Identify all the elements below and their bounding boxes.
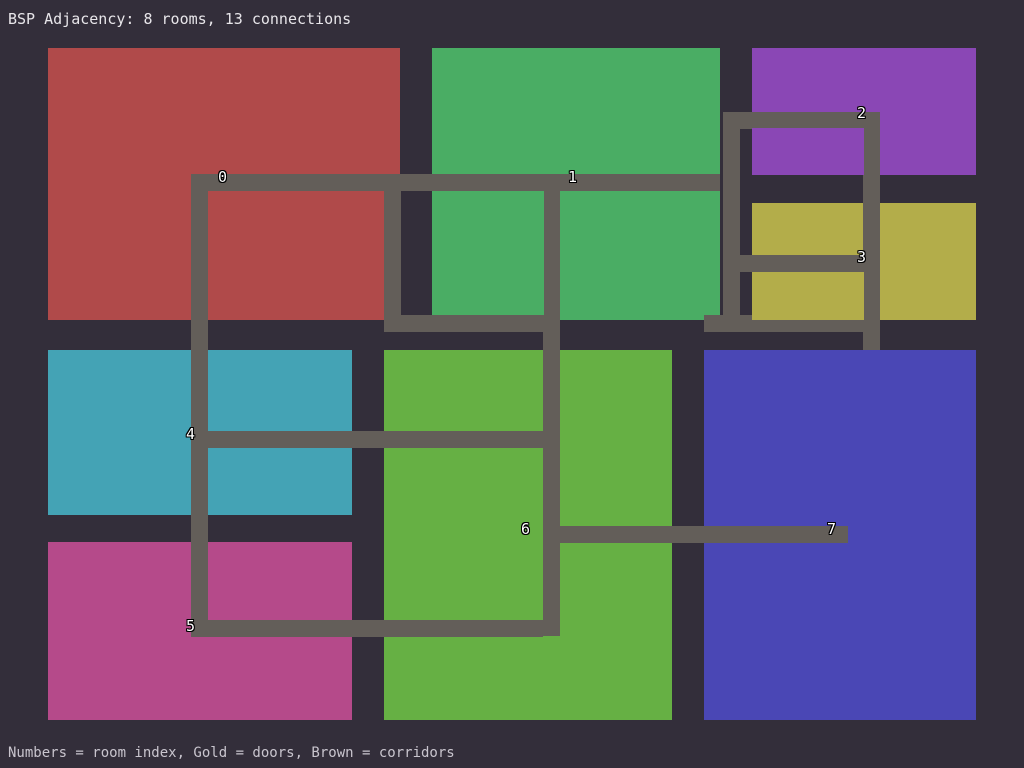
room-6-inner-bottom [384,637,672,720]
room-5-inner [208,542,352,620]
room-6-inner-tr [560,350,672,526]
room-index-label-1: 1 [568,168,578,186]
room-6-inner-tl [384,350,528,431]
corridor-0-1-horizontal [191,174,576,191]
room-0-inner [208,191,384,319]
room-index-label-0: 0 [218,168,228,186]
room-index-label-4: 4 [186,425,196,443]
corridor-2-horizontal-top [723,112,880,129]
room-1-inner-right [560,191,704,315]
room-index-label-6: 6 [521,520,531,538]
room-index-label-2: 2 [857,104,867,122]
corridor-4-6-horizontal [191,431,543,448]
room-4-inner-bottom [208,448,352,515]
corridor-1-horizontal-lower [384,315,560,332]
corridor-3-horizontal [723,255,880,272]
page-title: BSP Adjacency: 8 rooms, 13 connections [8,10,352,28]
room-7-inner-bottom [704,543,976,720]
corridor-1-vertical-mid [384,174,401,332]
room-1-inner-left [432,191,544,315]
room-3-inner [752,272,864,320]
room-6-inner-ml [384,448,528,620]
room-4-inner-top [208,350,352,431]
corridor-2-vertical-left [723,112,740,332]
room-index-label-3: 3 [857,248,867,266]
room-index-label-5: 5 [186,617,196,635]
corridor-1-2-horizontal [560,174,720,191]
corridor-5-6-horizontal [191,620,543,637]
room-2-inner [752,128,864,175]
room-index-label-7: 7 [827,520,837,538]
corridor-1-vertical-right [543,174,560,636]
room-7-inner-left [704,350,848,526]
corridor-0-vertical-down [191,174,208,636]
legend-footer: Numbers = room index, Gold = doors, Brow… [8,745,455,761]
corridor-6-7-horizontal [543,526,848,543]
